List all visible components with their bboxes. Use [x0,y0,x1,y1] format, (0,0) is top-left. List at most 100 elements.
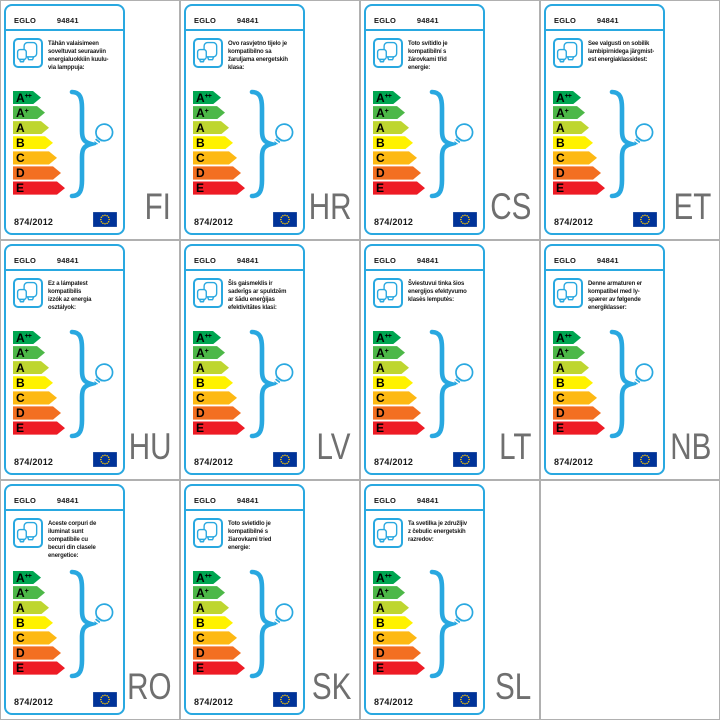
energy-class-list: A++ A+ A B C D E [373,571,443,677]
energy-class-row: B [193,616,263,629]
energy-class-arrow: B [193,376,233,389]
energy-class-letter: D [376,165,385,180]
energy-class-row: A++ [553,91,623,104]
compatibility-text: Šviestuvui tinka šios energijos efektyvu… [408,281,467,304]
energy-class-arrow: D [373,646,421,659]
energy-class-row: A++ [373,571,443,584]
eu-flag-icon [93,452,117,467]
energy-class-row: A [373,121,443,134]
energy-class-row: E [193,421,263,434]
energy-class-letter: A+ [556,105,568,120]
energy-class-row: E [193,661,263,674]
energy-class-letter: D [196,645,205,660]
energy-class-arrow: B [13,136,53,149]
energy-class-row: A++ [13,571,83,584]
energy-class-arrow: C [13,631,57,644]
label-cell: EGLO 94841 Šis gaismeklis ir saderīgs ar… [181,241,359,479]
energy-class-letter: A++ [16,570,31,585]
energy-class-arrow: C [193,151,237,164]
energy-class-arrow: A [193,601,229,614]
energy-class-letter: C [16,150,25,165]
model-number: 94841 [236,16,259,25]
energy-class-sup: + [204,587,208,595]
energy-class-arrow: C [193,391,237,404]
energy-class-row: A [13,601,83,614]
energy-class-letter: E [196,660,205,675]
brace-icon [429,329,456,439]
label-cell: EGLO 94841 Denne armaturen er kompatibel… [541,241,719,479]
energy-class-letter: B [376,375,385,390]
energy-class-sup: ++ [204,92,211,100]
energy-class-sup: + [24,107,28,115]
energy-class-letter: D [376,405,385,420]
regulation-number: 874/2012 [14,697,54,707]
energy-class-letter: B [556,135,565,150]
energy-class-arrow: D [193,646,241,659]
energy-class-letter: E [556,420,565,435]
brand-name: EGLO [14,496,37,505]
brace-icon [69,89,96,199]
energy-class-arrow: A [13,121,49,134]
energy-class-row: A++ [193,331,263,344]
energy-label: EGLO 94841 Šis gaismeklis ir saderīgs ar… [184,244,305,475]
bulb-icon [634,363,654,385]
brace-icon [609,329,636,439]
energy-class-row: D [13,166,83,179]
energy-class-row: E [13,181,83,194]
brace-icon [609,89,636,199]
luminaire-compat-icon [553,278,583,308]
energy-class-arrow: B [373,616,413,629]
bulb-icon [274,363,294,385]
brand-name: EGLO [194,256,217,265]
energy-class-arrow: D [373,166,421,179]
regulation-number: 874/2012 [14,217,54,227]
energy-label: EGLO 94841 Šviestuvui tinka šios energij… [364,244,485,475]
energy-class-arrow: A+ [553,346,585,359]
label-header: EGLO 94841 [366,486,483,511]
energy-class-row: C [193,391,263,404]
energy-class-letter: A [196,360,205,375]
energy-class-row: A+ [373,346,443,359]
energy-class-row: E [13,661,83,674]
energy-class-arrow: E [373,181,425,194]
brace-icon [429,89,456,199]
energy-class-letter: A [16,360,25,375]
energy-class-row: A [373,361,443,374]
energy-class-letter: A+ [376,345,388,360]
model-number: 94841 [596,256,619,265]
energy-class-row: A [13,361,83,374]
energy-class-row: B [193,376,263,389]
label-cell: EGLO 94841 Ez a lámpatest kompatibilis i… [1,241,179,479]
compatibility-text: Tähän valaisimeen soveltuvat seuraaviin … [48,41,109,72]
energy-class-row: A++ [13,331,83,344]
energy-class-row: B [373,136,443,149]
energy-class-letter: A++ [16,90,31,105]
compatibility-text: See valgusti on sobilik lambipirnidega j… [588,41,655,64]
eu-flag-icon [273,692,297,707]
energy-class-sup: ++ [24,332,31,340]
compatibility-text: Ovo rasvjetno tijelo je kompatibilno sa … [228,41,288,72]
energy-class-row: D [193,646,263,659]
energy-class-row: A+ [373,106,443,119]
label-header: EGLO 94841 [546,6,663,31]
label-cell: EGLO 94841 Toto svítidlo je kompatibilní… [361,1,539,239]
energy-class-row: A+ [193,586,263,599]
compatibility-text: Denne armaturen er kompatibel med ly- sp… [588,281,642,312]
energy-class-row: D [553,166,623,179]
luminaire-compat-icon [373,278,403,308]
energy-class-row: E [553,181,623,194]
energy-class-row: D [13,406,83,419]
energy-class-letter: D [196,405,205,420]
energy-class-sup: + [24,587,28,595]
model-number: 94841 [236,256,259,265]
energy-class-row: E [13,421,83,434]
energy-class-letter: E [376,180,385,195]
energy-class-arrow: A [193,121,229,134]
energy-class-arrow: E [193,661,245,674]
energy-label: EGLO 94841 Denne armaturen er kompatibel… [544,244,665,475]
bulb-icon [454,123,474,145]
energy-class-row: D [193,166,263,179]
energy-class-letter: B [16,615,25,630]
brand-name: EGLO [554,16,577,25]
